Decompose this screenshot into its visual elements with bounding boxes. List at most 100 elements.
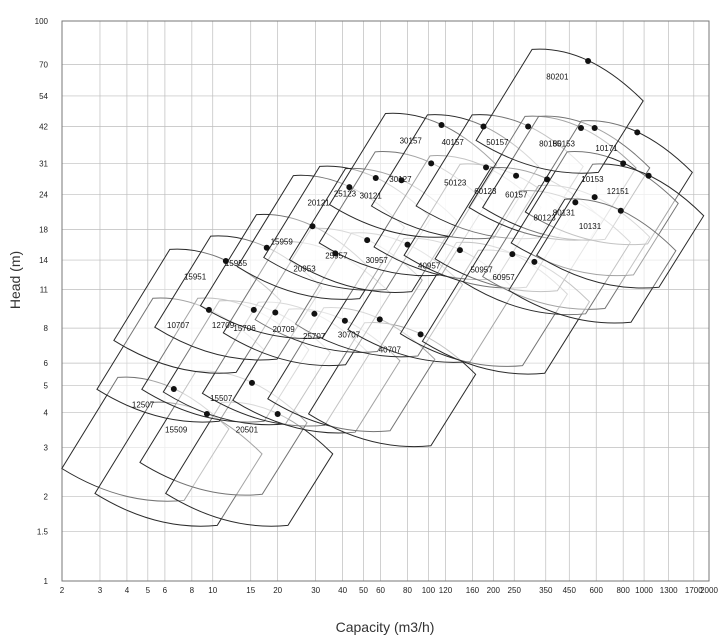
- x-tick-label: 4: [125, 586, 130, 595]
- pump-curve-40157: [370, 114, 540, 240]
- pump-curve-30957: [294, 232, 464, 358]
- bep-point-10171: [634, 129, 641, 136]
- best-efficiency-points: [170, 57, 652, 417]
- model-labels: 12507 15509 15507 20501 10707 12709 15706 20709…: [132, 72, 630, 434]
- pump-curve-20953: [222, 240, 391, 367]
- model-label-30157: 30157: [400, 136, 423, 145]
- bep-point-30121: [398, 177, 405, 184]
- plot-frame: [61, 20, 710, 582]
- y-tick-label: 11: [40, 285, 49, 294]
- model-label-80155: 80155: [539, 139, 562, 148]
- x-tick-label: 600: [590, 586, 604, 595]
- model-label-50123: 50123: [444, 179, 467, 188]
- model-label-50957: 50957: [470, 265, 493, 274]
- pump-curve-15959: [199, 213, 369, 339]
- bep-point-30157: [438, 122, 445, 129]
- model-label-20501: 20501: [236, 425, 259, 434]
- model-label-30957: 30957: [366, 256, 389, 265]
- x-tick-label: 2: [60, 586, 65, 595]
- model-label-12709: 12709: [212, 321, 235, 330]
- pump-curve-40707: [307, 322, 477, 448]
- pump-curve-80201: [475, 48, 644, 174]
- x-tick-label: 30: [311, 586, 320, 595]
- bep-point-15509: [203, 410, 210, 417]
- model-label-20709: 20709: [272, 325, 295, 334]
- bep-point-25707: [341, 317, 348, 324]
- x-tick-label: 1700: [685, 586, 703, 595]
- x-tick-labels: 2 3 4 5 6 8 10 15 20 30 40 50 60 80 100 120 160 200 250 350…: [60, 586, 719, 595]
- y-tick-label: 1.5: [37, 528, 49, 537]
- y-tick-label: 24: [39, 191, 48, 200]
- bep-point-30127: [428, 160, 435, 167]
- model-label-30707: 30707: [338, 331, 361, 340]
- pump-curve-20501: [164, 401, 334, 527]
- pump-curve-10153: [510, 151, 679, 277]
- y-tick-label: 6: [44, 359, 49, 368]
- model-label-40157: 40157: [442, 138, 465, 147]
- grid: [61, 20, 710, 582]
- model-label-15959: 15959: [271, 238, 294, 247]
- pump-curve-12709: [141, 297, 310, 423]
- bep-point-40157: [480, 123, 487, 130]
- bep-point-80153: [591, 124, 598, 131]
- bep-point-12709: [250, 306, 257, 313]
- bep-point-60157: [544, 176, 551, 183]
- x-tick-label: 160: [466, 586, 480, 595]
- model-label-15706: 15706: [233, 324, 256, 333]
- model-label-12151: 12151: [607, 187, 630, 196]
- y-tick-label: 4: [44, 408, 49, 417]
- pump-curves: [61, 48, 705, 527]
- bep-point-20953: [332, 250, 339, 257]
- x-tick-label: 20: [273, 586, 282, 595]
- pump-curve-20709: [201, 301, 371, 427]
- bep-point-40707: [417, 331, 424, 338]
- bep-point-10131: [617, 207, 624, 214]
- y-tick-label: 1: [44, 577, 49, 586]
- model-label-15955: 15955: [225, 259, 248, 268]
- y-tick-labels: 1 1.5 2 3 4 5 6 8 11 14 18 24 31 42 54 70 100: [35, 17, 49, 586]
- model-label-10153: 10153: [581, 175, 604, 184]
- bep-point-20121: [346, 184, 353, 191]
- model-label-40707: 40707: [379, 346, 402, 355]
- model-label-12507: 12507: [132, 400, 155, 409]
- y-tick-label: 100: [35, 17, 49, 26]
- model-label-15507: 15507: [210, 394, 233, 403]
- y-axis-label: Head (m): [7, 251, 23, 309]
- model-label-60123: 60123: [474, 187, 497, 196]
- model-label-60157: 60157: [505, 191, 528, 200]
- y-tick-label: 2: [44, 493, 49, 502]
- x-tick-label: 2000: [700, 586, 718, 595]
- bep-point-10707: [205, 306, 212, 313]
- y-tick-label: 31: [39, 159, 48, 168]
- model-label-80123: 80123: [533, 214, 556, 223]
- bep-point-25123: [372, 174, 379, 181]
- bep-point-25957: [364, 237, 371, 244]
- y-tick-label: 42: [39, 122, 48, 131]
- bep-point-80155: [578, 124, 585, 131]
- model-label-10131: 10131: [579, 222, 602, 231]
- model-label-20953: 20953: [293, 265, 316, 274]
- x-tick-label: 100: [422, 586, 436, 595]
- model-label-25123: 25123: [334, 189, 357, 198]
- model-label-15951: 15951: [184, 272, 207, 281]
- pump-curve-50157: [415, 114, 584, 240]
- model-label-25707: 25707: [303, 332, 326, 341]
- bep-point-15507: [248, 379, 255, 386]
- pump-curve-10131: [508, 198, 677, 324]
- x-tick-label: 250: [508, 586, 522, 595]
- bep-point-15959: [309, 223, 316, 230]
- bep-point-15955: [263, 244, 270, 251]
- bep-point-40957: [456, 247, 463, 254]
- x-tick-label: 8: [190, 586, 195, 595]
- x-tick-label: 6: [163, 586, 168, 595]
- x-tick-label: 1300: [660, 586, 678, 595]
- bep-point-20709: [311, 310, 318, 317]
- bep-point-15706: [272, 309, 279, 316]
- bep-point-30707: [376, 316, 383, 323]
- bep-point-30957: [404, 241, 411, 248]
- y-tick-label: 54: [39, 92, 48, 101]
- x-tick-label: 40: [338, 586, 347, 595]
- model-label-80201: 80201: [546, 72, 569, 81]
- model-label-50157: 50157: [486, 138, 509, 147]
